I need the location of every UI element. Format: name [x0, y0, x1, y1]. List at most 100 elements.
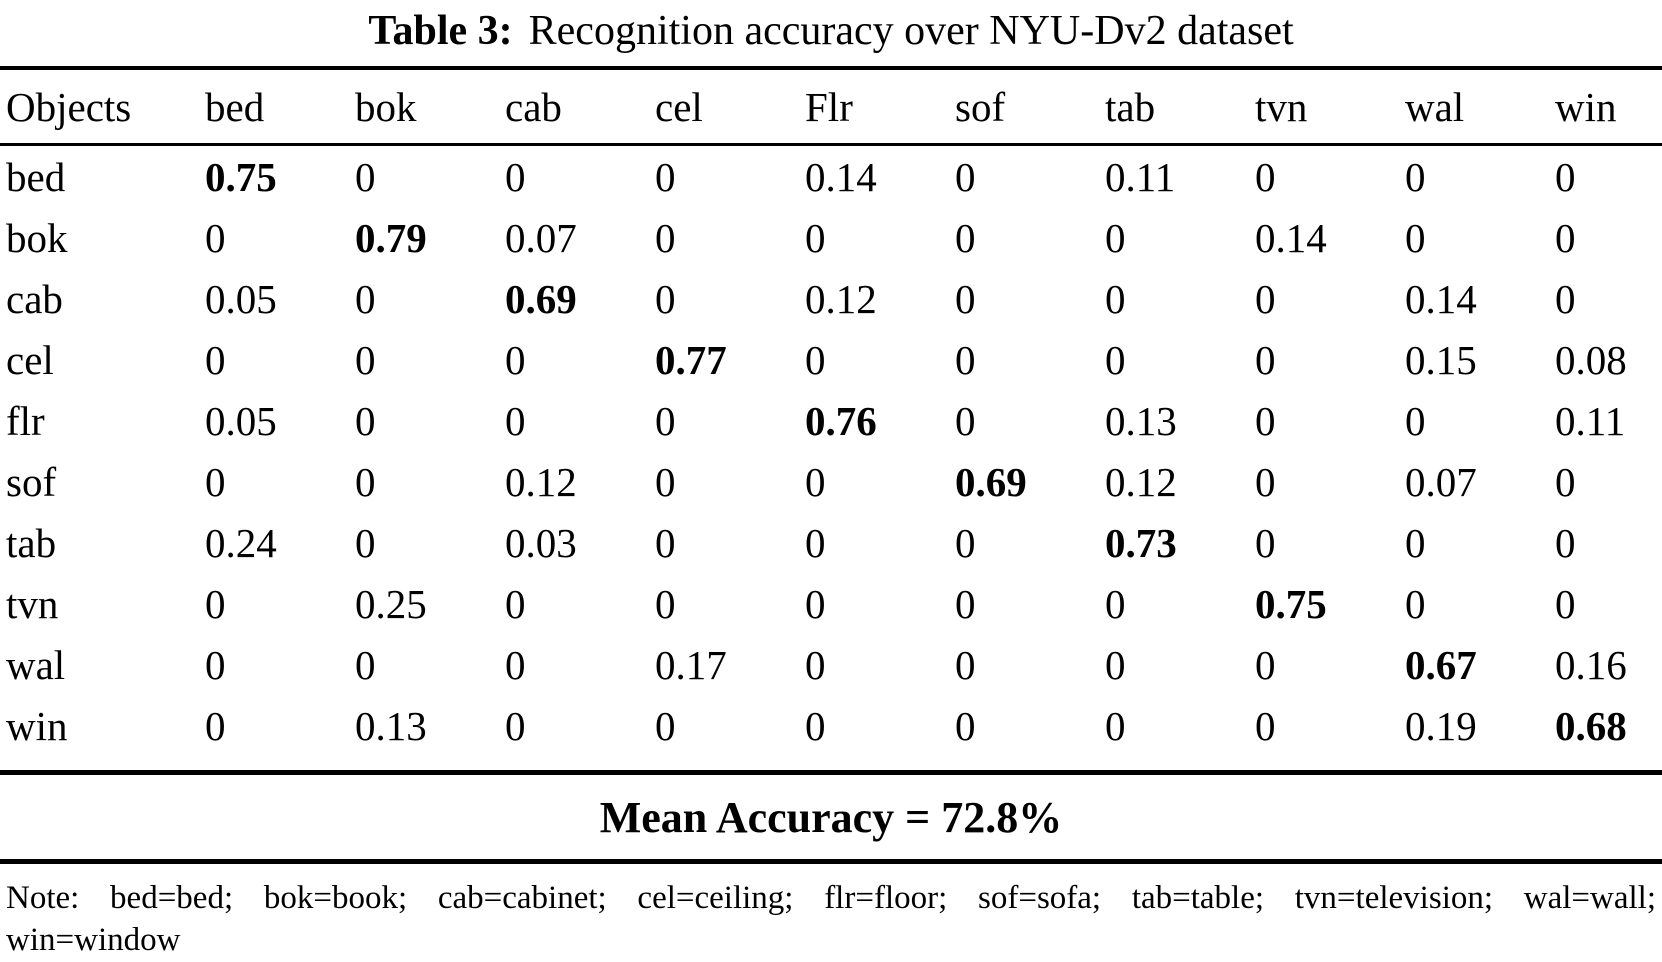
note-line-2: win=window	[6, 922, 181, 958]
value-cell: 0	[1405, 519, 1426, 566]
row-label: flr	[6, 397, 45, 444]
value-cell: 0.13	[1105, 397, 1177, 444]
value-cell: 0	[355, 458, 376, 505]
value-cell: 0	[805, 519, 826, 566]
value-cell: 0	[355, 519, 376, 566]
value-cell: 0	[1105, 336, 1126, 383]
mean-accuracy-text: Mean Accuracy = 72.8%	[599, 792, 1063, 842]
header-cell-objects: Objects	[0, 70, 205, 146]
value-cell: 0	[655, 275, 676, 322]
value-cell: 0	[955, 519, 976, 566]
value-cell: 0.68	[1555, 702, 1627, 749]
value-cell: 0	[355, 397, 376, 444]
value-cell: 0.19	[1405, 702, 1477, 749]
row-label: cel	[6, 336, 54, 383]
value-cell: 0.69	[955, 458, 1027, 505]
value-cell: 0	[955, 153, 976, 200]
value-cell: 0	[955, 214, 976, 261]
table-caption: Table 3: Recognition accuracy over NYU-Dv…	[0, 0, 1662, 66]
value-cell: 0	[805, 702, 826, 749]
value-cell: 0	[1255, 458, 1276, 505]
row-label: sof	[6, 458, 57, 505]
value-cell: 0	[505, 641, 526, 688]
row-label: cab	[6, 275, 63, 322]
value-cell: 0.12	[805, 275, 877, 322]
table-row-cab: cab 0.05 0 0.69 0 0.12 0 0 0 0.14 0	[0, 268, 1662, 329]
header-cell-sof: sof	[955, 70, 1105, 146]
value-cell: 0	[1255, 397, 1276, 444]
value-cell: 0	[1105, 702, 1126, 749]
value-cell: 0	[1105, 214, 1126, 261]
value-cell: 0	[505, 397, 526, 444]
value-cell: 0	[1555, 580, 1576, 627]
value-cell: 0	[1405, 397, 1426, 444]
value-cell: 0.14	[805, 153, 877, 200]
header-cell-Flr: Flr	[805, 70, 955, 146]
value-cell: 0	[1255, 519, 1276, 566]
table-row-tab: tab 0.24 0 0.03 0 0 0 0.73 0 0 0	[0, 512, 1662, 573]
value-cell: 0	[1555, 458, 1576, 505]
recognition-accuracy-table: Objects bed bok cab cel Flr sof tab tvn wal win be…	[0, 70, 1662, 756]
value-cell: 0.05	[205, 275, 277, 322]
value-cell: 0.75	[1255, 580, 1327, 627]
value-cell: 0	[1105, 641, 1126, 688]
table-row-flr: flr 0.05 0 0 0 0.76 0 0.13 0 0 0.11	[0, 390, 1662, 451]
value-cell: 0	[955, 397, 976, 444]
value-cell: 0	[655, 702, 676, 749]
table-row-tvn: tvn 0 0.25 0 0 0 0 0 0.75 0 0	[0, 573, 1662, 634]
value-cell: 0	[955, 336, 976, 383]
value-cell: 0	[955, 275, 976, 322]
value-cell: 0	[1255, 275, 1276, 322]
value-cell: 0	[205, 214, 226, 261]
value-cell: 0.24	[205, 519, 277, 566]
value-cell: 0	[355, 275, 376, 322]
table-row-sof: sof 0 0 0.12 0 0 0.69 0.12 0 0.07 0	[0, 451, 1662, 512]
value-cell: 0.76	[805, 397, 877, 444]
header-cell-win: win	[1555, 70, 1662, 146]
value-cell: 0.14	[1255, 214, 1327, 261]
header-cell-cel: cel	[655, 70, 805, 146]
row-label: win	[6, 702, 68, 749]
value-cell: 0.11	[1105, 153, 1176, 200]
value-cell: 0	[205, 702, 226, 749]
value-cell: 0	[655, 397, 676, 444]
header-cell-bed: bed	[205, 70, 355, 146]
table-row-win: win 0 0.13 0 0 0 0 0 0 0.19 0.68	[0, 695, 1662, 756]
row-label: wal	[6, 641, 66, 688]
value-cell: 0	[655, 458, 676, 505]
value-cell: 0	[505, 580, 526, 627]
table-note: Note: bed=bed; bok=book; cab=cabinet; ce…	[0, 864, 1662, 961]
value-cell: 0	[1255, 702, 1276, 749]
value-cell: 0.79	[355, 214, 427, 261]
value-cell: 0	[505, 153, 526, 200]
value-cell: 0	[655, 214, 676, 261]
value-cell: 0	[655, 519, 676, 566]
value-cell: 0	[1405, 580, 1426, 627]
value-cell: 0.67	[1405, 641, 1477, 688]
value-cell: 0.13	[355, 702, 427, 749]
value-cell: 0.12	[505, 458, 577, 505]
value-cell: 0	[655, 580, 676, 627]
value-cell: 0	[805, 580, 826, 627]
mean-rule	[0, 859, 1662, 864]
value-cell: 0.07	[1405, 458, 1477, 505]
value-cell: 0	[1555, 275, 1576, 322]
value-cell: 0	[1555, 214, 1576, 261]
row-label: bok	[6, 214, 68, 261]
value-cell: 0	[1255, 153, 1276, 200]
value-cell: 0	[205, 336, 226, 383]
header-cell-bok: bok	[355, 70, 505, 146]
value-cell: 0.08	[1555, 336, 1627, 383]
header-cell-cab: cab	[505, 70, 655, 146]
header-cell-tvn: tvn	[1255, 70, 1405, 146]
value-cell: 0.77	[655, 336, 727, 383]
table-row-wal: wal 0 0 0 0.17 0 0 0 0 0.67 0.16	[0, 634, 1662, 695]
mean-accuracy-band: Mean Accuracy = 72.8%	[0, 775, 1662, 859]
value-cell: 0	[1105, 275, 1126, 322]
value-cell: 0	[805, 214, 826, 261]
header-cell-wal: wal	[1405, 70, 1555, 146]
value-cell: 0.07	[505, 214, 577, 261]
row-label: bed	[6, 153, 66, 200]
value-cell: 0.16	[1555, 641, 1627, 688]
caption-text: Recognition accuracy over NYU-Dv2 datase…	[528, 8, 1294, 54]
